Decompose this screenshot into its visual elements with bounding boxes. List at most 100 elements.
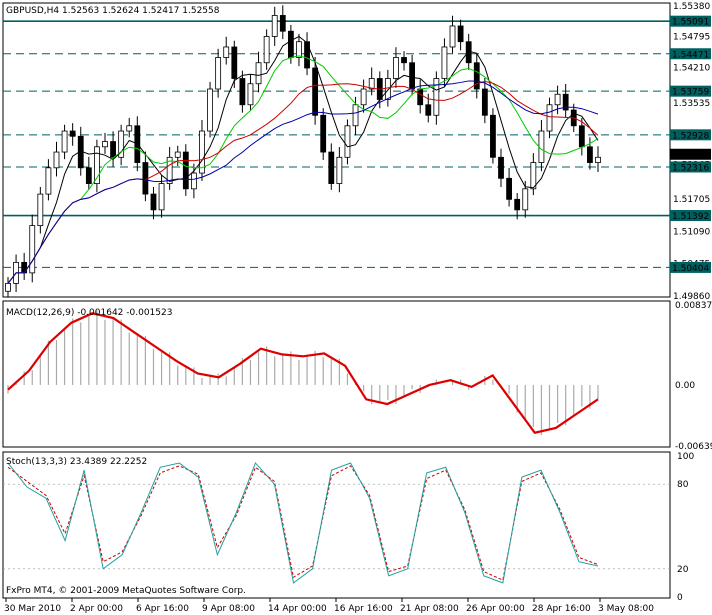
candle-body [587, 146, 593, 163]
candle-body [490, 114, 496, 158]
macd-header: MACD(12,26,9) -0.001642 -0.001523 [6, 308, 172, 318]
level-label: 1.50404 [672, 264, 709, 274]
candle-body [142, 162, 149, 195]
level-label: 1.54471 [672, 50, 709, 60]
candle-body [522, 188, 529, 211]
level-label-bg [670, 15, 711, 27]
time-axis-label: 30 Mar 2010 [4, 604, 61, 614]
stoch-axis-label: 0 [677, 593, 683, 603]
price-axis-label: 1.49860 [673, 292, 710, 302]
level-label-bg [670, 261, 711, 273]
level-label: 1.55091 [672, 18, 709, 28]
symbol-header: GBPUSD,H4 1.52563 1.52624 1.52417 1.5255… [6, 6, 220, 16]
candle-body [384, 78, 391, 100]
level-label: 1.53759 [672, 88, 709, 98]
price-axis-label: 1.54210 [673, 63, 710, 73]
candle-body [118, 130, 125, 158]
candle-body [393, 57, 399, 79]
candle-body [94, 146, 100, 184]
candle-body [360, 88, 367, 106]
candle-body [263, 36, 270, 64]
candle-body [21, 261, 28, 274]
candle-body [401, 57, 407, 64]
candle-body [182, 151, 189, 190]
candle-body [449, 25, 456, 48]
candle-body [498, 156, 504, 179]
current-price-label: 1.52558 [672, 151, 709, 161]
candle-body [231, 46, 238, 79]
level-label: 1.52316 [672, 163, 709, 173]
candle-body [150, 193, 157, 211]
candle-body [530, 162, 537, 190]
macd-axis-label: 0.00837 [675, 301, 712, 311]
level-label: 1.52928 [672, 131, 709, 141]
time-axis-label: 28 Apr 16:00 [532, 604, 591, 614]
candle-body [344, 125, 351, 158]
candle-body [247, 83, 254, 106]
ma-black-line [7, 35, 599, 284]
candle-body [207, 88, 213, 132]
candle-body [5, 282, 11, 292]
stoch-pane[interactable] [2, 451, 671, 599]
price-axis-label: 1.51705 [673, 195, 710, 205]
candle-body [29, 225, 36, 274]
macd-signal-line [7, 312, 599, 434]
candle-body [473, 62, 480, 90]
candle-body [304, 41, 310, 69]
candle-body [215, 57, 222, 90]
time-axis-label: 3 May 08:00 [598, 604, 654, 614]
time-axis-label: 2 Apr 00:00 [70, 604, 123, 614]
time-axis-label: 6 Apr 16:00 [136, 604, 189, 614]
candle-body [255, 62, 262, 85]
macd-pane[interactable] [2, 300, 671, 448]
time-axis-label: 21 Apr 08:00 [400, 604, 459, 614]
candle-body [578, 125, 585, 148]
candle-body [312, 67, 319, 116]
macd-axis-label: -0.00639 [675, 442, 712, 452]
candle-body [199, 130, 205, 174]
candle-body [223, 46, 230, 58]
candle-body [69, 130, 76, 137]
candle-body [336, 156, 343, 184]
macd-axis-label: 0.00 [675, 381, 695, 391]
candle-body [417, 88, 424, 106]
price-axis-label: 1.51090 [673, 227, 710, 237]
candle-body [433, 78, 440, 116]
level-label: 1.51392 [672, 212, 709, 222]
candle-body [53, 151, 60, 169]
stoch-axis-label: 20 [677, 565, 689, 575]
candle-body [320, 114, 327, 153]
copyright-text: FxPro MT4, © 2001-2009 MetaQuotes Softwa… [6, 586, 246, 596]
candle-body [546, 104, 553, 132]
candle-body [45, 167, 52, 195]
candle-body [368, 78, 375, 90]
price-pane[interactable] [2, 2, 671, 298]
candle-body [287, 30, 294, 58]
stoch-axis-label: 100 [677, 452, 694, 462]
candle-body [554, 93, 561, 106]
price-axis-label: 1.55380 [673, 2, 710, 12]
candle-body [174, 151, 181, 158]
candle-body [102, 141, 108, 148]
candle-body [166, 156, 173, 184]
candle-body [85, 167, 92, 184]
candle-body [457, 25, 464, 43]
candle-body [110, 141, 116, 158]
price-axis-label: 1.54795 [673, 33, 710, 43]
candle-body [328, 151, 335, 184]
candle-body [506, 177, 512, 200]
candle-body [481, 88, 488, 116]
candle-body [465, 41, 472, 64]
candle-body [158, 183, 165, 211]
candle-body [562, 93, 569, 111]
candle-body [190, 172, 197, 190]
level-label-bg [670, 210, 711, 222]
stoch-header: Stoch(13,3,3) 23.4389 22.2252 [6, 457, 147, 467]
candle-body [595, 156, 601, 163]
ma-green-line [7, 55, 599, 284]
candle-body [514, 198, 521, 211]
stoch-main-line [7, 462, 599, 584]
time-axis-label: 16 Apr 16:00 [334, 604, 393, 614]
candle-body [271, 15, 278, 37]
